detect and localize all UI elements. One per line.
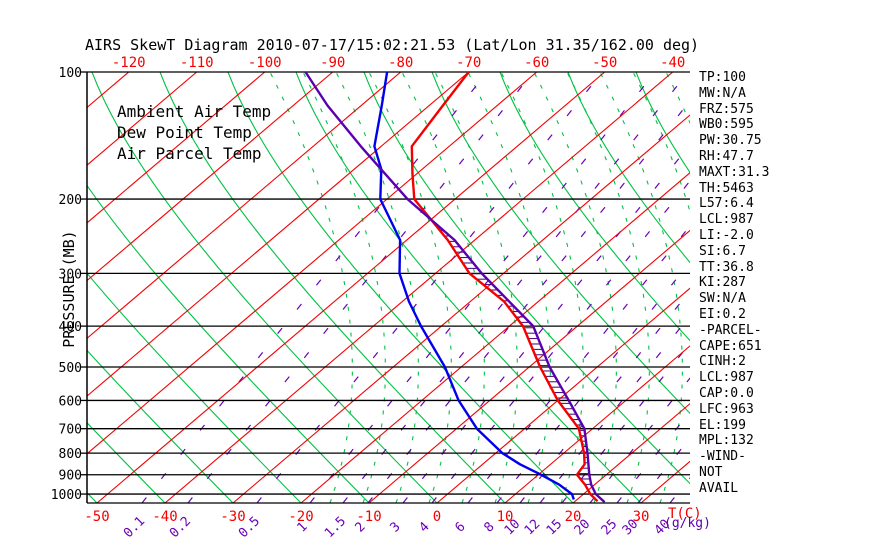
- axis-tick-label: -120: [112, 55, 146, 71]
- legend-label: Ambient Air Temp: [117, 102, 272, 121]
- axis-tick-label: -110: [180, 55, 214, 71]
- legend-item-ambient-temp: Ambient Air Temp: [117, 102, 271, 121]
- axis-tick-label: 900: [59, 469, 82, 484]
- axis-tick-label: 10: [497, 509, 514, 525]
- axis-tick-label: 1.5: [322, 514, 349, 541]
- stat-line: TT:36.8: [699, 259, 754, 275]
- axis-tick-label: -60: [524, 55, 549, 71]
- stat-line: L57:6.4: [699, 196, 754, 212]
- axis-tick-label: 200: [59, 193, 82, 208]
- stat-line: FRZ:575: [699, 101, 754, 117]
- axis-tick-label: 1000: [51, 488, 82, 503]
- stat-line: EI:0.2: [699, 306, 746, 322]
- stat-line: EL:199: [699, 417, 746, 433]
- stat-line: -PARCEL-: [699, 322, 762, 338]
- legend-label: Air Parcel Temp: [117, 144, 262, 163]
- stat-line: LFC:963: [699, 401, 754, 417]
- axis-tick-label: -40: [152, 509, 177, 525]
- axis-tick-label: 0.1: [121, 514, 148, 541]
- axis-tick-label: -50: [592, 55, 617, 71]
- axis-tick-label: 30: [633, 509, 650, 525]
- axis-tick-label: 100: [59, 66, 82, 81]
- stat-line: SW:N/A: [699, 291, 746, 307]
- temp-axis-unit-label: T(C): [668, 506, 702, 522]
- axis-tick-label: -30: [220, 509, 245, 525]
- axis-tick-label: -100: [248, 55, 282, 71]
- stat-line: SI:6.7: [699, 243, 746, 259]
- axis-tick-label: -10: [356, 509, 381, 525]
- stat-line: TH:5463: [699, 180, 754, 196]
- axis-tick-label: -40: [660, 55, 685, 71]
- axis-tick-label: 400: [59, 320, 82, 335]
- stat-line: MAXT:31.3: [699, 164, 770, 180]
- axis-tick-label: -90: [320, 55, 345, 71]
- stat-line: RH:47.7: [699, 148, 754, 164]
- stat-line: CAP:0.0: [699, 385, 754, 401]
- stat-line: MPL:132: [699, 433, 754, 449]
- stat-line: -WIND-: [699, 449, 746, 465]
- axis-tick-label: 3: [387, 519, 403, 535]
- axis-tick-label: -80: [388, 55, 413, 71]
- axis-tick-label: 12: [522, 517, 544, 539]
- axis-tick-label: 20: [565, 509, 582, 525]
- stat-line: TP:100: [699, 70, 746, 85]
- axis-tick-label: 0: [433, 509, 441, 525]
- stat-line: PW:30.75: [699, 133, 762, 149]
- axis-tick-label: 4: [416, 519, 432, 535]
- stat-line: CAPE:651: [699, 338, 762, 354]
- axis-tick-label: 25: [599, 517, 621, 539]
- stat-line: AVAIL: [699, 480, 739, 496]
- axis-tick-label: 500: [59, 361, 82, 376]
- stats-panel: TP:100 MW:N/A FRZ:575 WB0:595 PW:30.75 RH:47.…: [699, 70, 769, 497]
- stat-line: CINH:2: [699, 354, 746, 370]
- axis-tick-label: 300: [59, 267, 82, 282]
- stat-line: MW:N/A: [699, 85, 746, 101]
- axis-tick-label: 700: [59, 423, 82, 438]
- axis-tick-label: -70: [456, 55, 481, 71]
- pressure-axis-label: PRESSURE (MB): [60, 230, 78, 348]
- axis-tick-label: 8: [481, 519, 497, 535]
- stat-line: LI:-2.0: [699, 227, 754, 243]
- legend-item-dew-point: Dew Point Temp: [117, 123, 252, 142]
- axis-tick-label: -50: [84, 509, 109, 525]
- axis-tick-label: 600: [59, 394, 82, 409]
- stat-line: KI:287: [699, 275, 746, 291]
- chart-title: AIRS SkewT Diagram 2010-07-17/15:02:21.5…: [85, 36, 700, 54]
- stat-line: NOT: [699, 464, 723, 480]
- axis-tick-label: 800: [59, 447, 82, 462]
- legend-item-air-parcel: Air Parcel Temp: [117, 144, 262, 163]
- stat-line: WB0:595: [699, 117, 754, 133]
- stat-line: LCL:987: [699, 212, 754, 228]
- axis-tick-label: -20: [288, 509, 313, 525]
- axis-tick-label: 15: [544, 517, 566, 539]
- stat-line: LCL:987: [699, 370, 754, 386]
- mixing-axis-unit-label: (g/kg): [664, 516, 711, 531]
- axis-tick-label: 6: [452, 519, 468, 535]
- legend-label: Dew Point Temp: [117, 123, 252, 142]
